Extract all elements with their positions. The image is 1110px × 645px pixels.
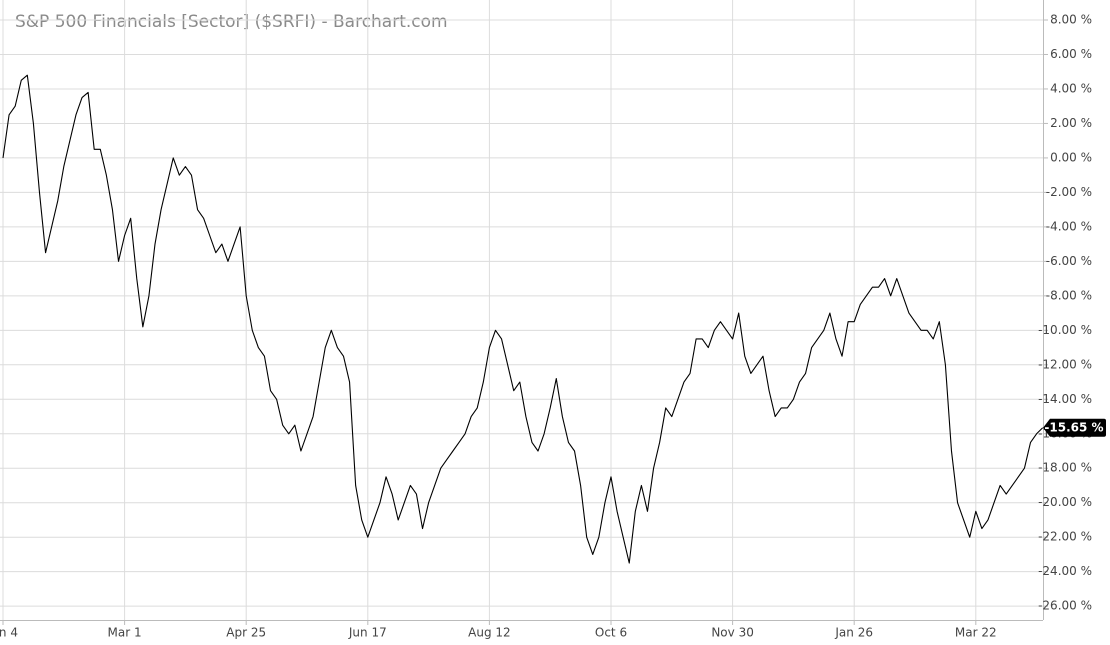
x-tick-label: Nov 30 <box>711 626 754 640</box>
y-tick-label: 0.00 % <box>1050 150 1092 164</box>
x-tick-label: Oct 6 <box>595 626 627 640</box>
y-tick-label: 2.00 % <box>1050 116 1092 130</box>
y-tick-label: -18.00 % <box>1038 461 1092 475</box>
x-tick-label: Mar 1 <box>108 626 142 640</box>
y-tick-label: -2.00 % <box>1046 185 1092 199</box>
y-tick-label: -4.00 % <box>1046 219 1092 233</box>
x-tick-label: Jun 17 <box>348 626 387 640</box>
y-tick-label: -12.00 % <box>1038 357 1092 371</box>
x-tick-label: Jan 4 <box>0 626 18 640</box>
last-value-label: -15.65 % <box>1043 418 1106 437</box>
last-value-box <box>1043 418 1106 437</box>
y-tick-label: -24.00 % <box>1038 564 1092 578</box>
y-tick-label: -6.00 % <box>1046 254 1092 268</box>
x-tick-label: Jan 26 <box>834 626 873 640</box>
price-line <box>2 74 1044 564</box>
y-tick-label: 4.00 % <box>1050 81 1092 95</box>
x-tick-label: Apr 25 <box>226 626 266 640</box>
x-tick-label: Aug 12 <box>468 626 511 640</box>
y-tick-label: 8.00 % <box>1050 13 1092 27</box>
last-value-text: -15.65 % <box>1044 421 1103 435</box>
y-tick-label: 6.00 % <box>1050 47 1092 61</box>
y-tick-label: -20.00 % <box>1038 495 1092 509</box>
y-tick-label: -8.00 % <box>1046 288 1092 302</box>
y-tick-label: -14.00 % <box>1038 392 1092 406</box>
x-tick-label: Mar 22 <box>955 626 997 640</box>
chart-title: S&P 500 Financials [Sector] ($SRFI) - Ba… <box>15 12 448 32</box>
y-tick-label: -10.00 % <box>1038 323 1092 337</box>
y-tick-label: -22.00 % <box>1038 530 1092 544</box>
y-tick-label: -26.00 % <box>1038 599 1092 613</box>
